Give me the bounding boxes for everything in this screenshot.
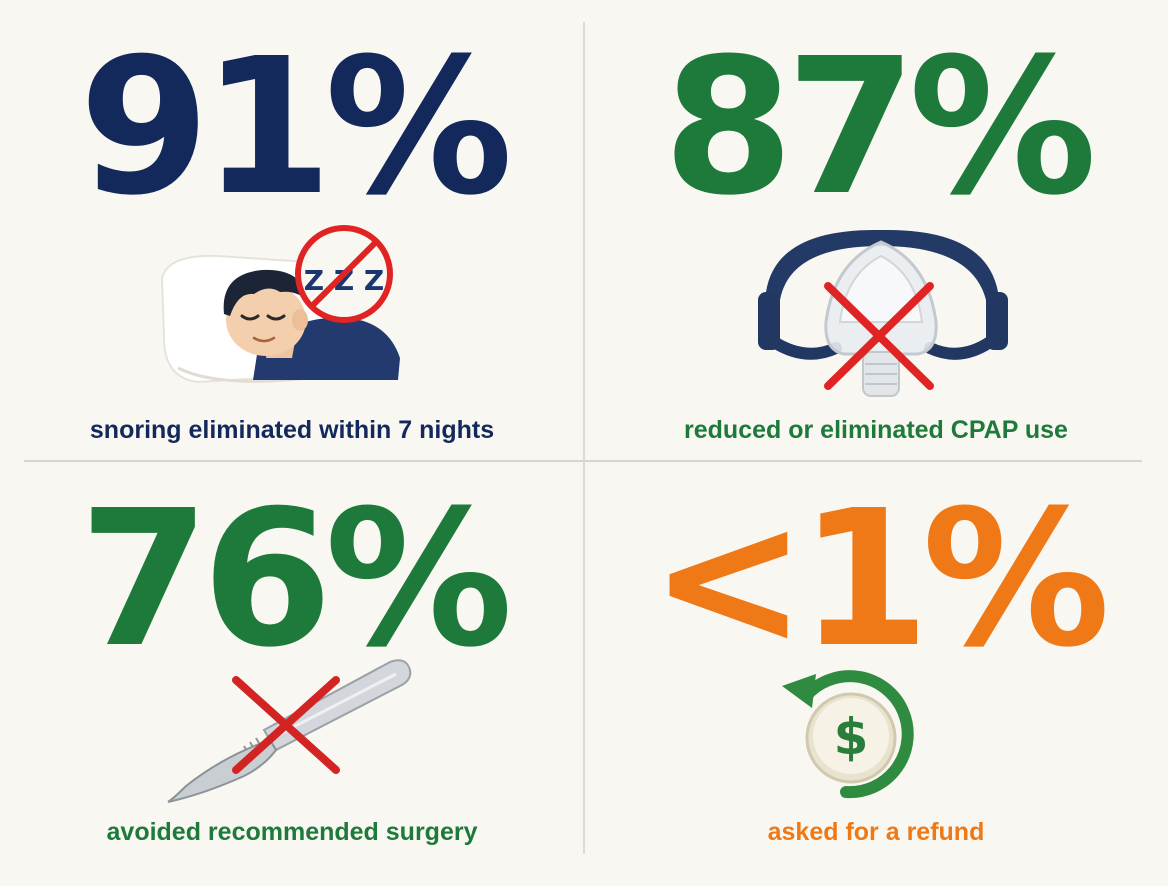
- stat-value: 91%: [79, 18, 513, 237]
- stat-panel-surgery: 76% avoided recommended surgery: [12, 446, 572, 886]
- vertical-divider: [583, 22, 585, 854]
- stat-caption: reduced or eliminated CPAP use: [684, 416, 1068, 444]
- horizontal-divider: [24, 460, 1142, 462]
- stat-value: <1%: [649, 470, 1111, 689]
- snore-z-text: Z Z Z: [304, 264, 384, 297]
- stat-panel-cpap: 87% reduced or eliminated CPAP use: [596, 0, 1156, 445]
- stat-caption: asked for a refund: [767, 818, 985, 846]
- cpap-mask-crossed-icon: [746, 222, 1016, 402]
- dollar-symbol: $: [834, 708, 869, 766]
- stat-caption: avoided recommended surgery: [106, 818, 478, 846]
- refund-coin-icon: $: [776, 656, 926, 806]
- stat-caption: snoring eliminated within 7 nights: [89, 416, 495, 444]
- stat-panel-refund: <1% $ asked for a refund: [596, 446, 1156, 886]
- stat-value: 76%: [79, 470, 513, 689]
- stat-panel-snoring: 91% Z Z Z snoring eliminated: [12, 0, 572, 445]
- scalpel-crossed-icon: [164, 646, 424, 806]
- stat-value: 87%: [663, 18, 1097, 237]
- sleeping-man-no-snore-icon: Z Z Z: [158, 218, 408, 388]
